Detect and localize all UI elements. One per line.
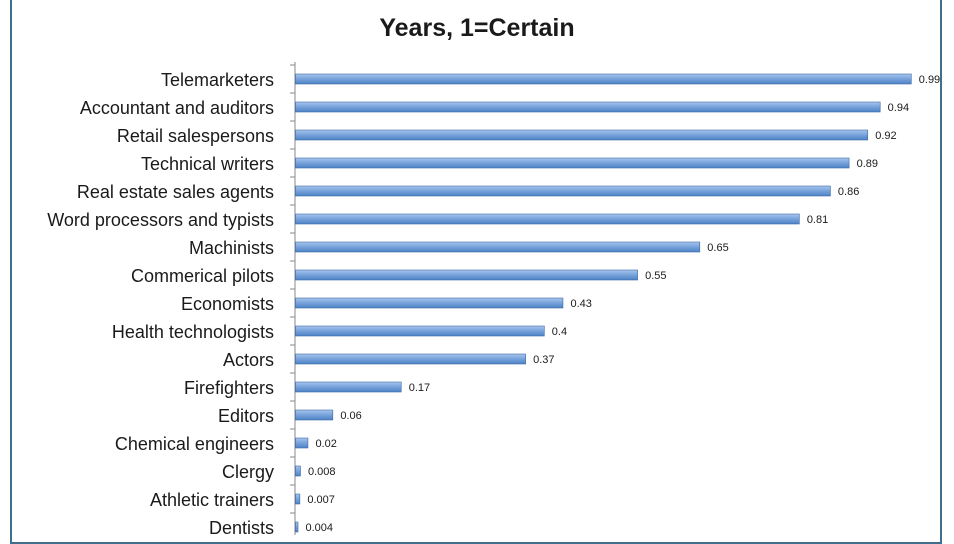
bar <box>295 325 545 337</box>
bar <box>295 101 881 113</box>
chart-title: Years, 1=Certain <box>379 14 575 42</box>
category-label: Accountant and auditors <box>80 98 274 118</box>
value-label: 0.92 <box>875 130 896 142</box>
bar <box>295 409 334 421</box>
value-label: 0.65 <box>707 242 728 254</box>
category-label: Word processors and typists <box>47 210 274 230</box>
category-label: Commerical pilots <box>131 266 274 286</box>
category-label: Actors <box>223 350 274 370</box>
category-label: Athletic trainers <box>150 490 274 510</box>
bar <box>295 381 402 393</box>
value-label: 0.4 <box>552 326 567 338</box>
value-label: 0.37 <box>533 354 554 366</box>
category-label: Retail salespersons <box>117 126 274 146</box>
category-label: Machinists <box>189 238 274 258</box>
category-label: Economists <box>181 294 274 314</box>
value-label: 0.02 <box>315 438 336 450</box>
category-label: Real estate sales agents <box>77 182 274 202</box>
category-label: Chemical engineers <box>115 434 274 454</box>
bar <box>295 129 869 141</box>
category-label: Health technologists <box>112 322 274 342</box>
bar <box>295 297 564 309</box>
value-label: 0.007 <box>307 494 335 506</box>
value-label: 0.06 <box>340 410 361 422</box>
value-label: 0.55 <box>645 270 666 282</box>
value-label: 0.17 <box>409 382 430 394</box>
bar <box>295 269 638 281</box>
bar <box>295 241 701 253</box>
category-label: Dentists <box>209 518 274 535</box>
bar <box>295 353 526 365</box>
category-label: Telemarketers <box>161 70 274 90</box>
category-label: Clergy <box>222 462 274 482</box>
value-label: 0.94 <box>888 102 909 114</box>
category-label: Technical writers <box>141 154 274 174</box>
value-label: 0.43 <box>570 298 591 310</box>
value-label: 0.008 <box>308 466 336 478</box>
value-label: 0.99 <box>919 74 940 86</box>
bar <box>295 73 912 85</box>
bar <box>295 521 299 533</box>
bar <box>295 465 301 477</box>
value-label: 0.86 <box>838 186 859 198</box>
bar <box>295 493 301 505</box>
value-label: 0.81 <box>807 214 828 226</box>
bar <box>295 157 850 169</box>
bar <box>295 213 800 225</box>
bar <box>295 185 831 197</box>
value-label: 0.004 <box>306 522 334 534</box>
category-label: Firefighters <box>184 378 274 398</box>
value-label: 0.89 <box>857 158 878 170</box>
category-label: Editors <box>218 406 274 426</box>
bar <box>295 437 309 449</box>
